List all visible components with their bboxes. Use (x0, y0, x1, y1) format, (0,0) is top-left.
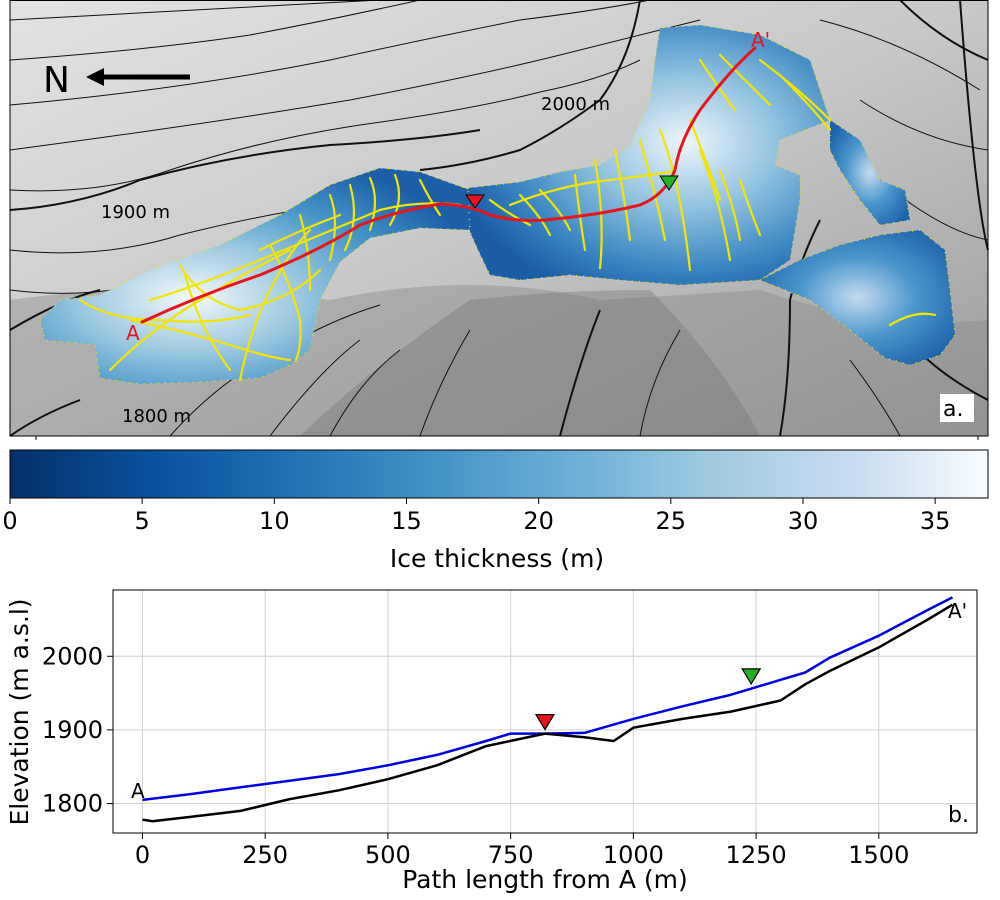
gpr-survey-tracks (78, 53, 937, 382)
panel-label-a: a. (943, 397, 963, 422)
y-axis-label: Elevation (m a.s.l) (5, 598, 34, 825)
ice-upper-lobe (758, 229, 956, 366)
north-label: N (43, 60, 70, 101)
contour-label-1800: 1800 m (122, 406, 191, 427)
plot-markers (534, 668, 762, 731)
plot-frame (112, 589, 978, 834)
y-tick-label: 2000 (42, 642, 103, 670)
colorbar-tick-label: 15 (391, 507, 422, 535)
colorbar-ticks: 0 5 10 15 20 25 30 35 (2, 498, 950, 535)
colorbar-tick-label: 20 (523, 507, 554, 535)
plot-grid (113, 590, 977, 833)
gpr-marker (741, 668, 762, 686)
profile-start-label: A (126, 321, 140, 345)
ice-thickness-map: A A' 2000 m 1900 m 1800 m N a. (9, 0, 989, 440)
x-axis-ticks: 0 250 500 750 1000 1250 1500 (135, 833, 909, 869)
ablation-marker (465, 194, 485, 209)
y-tick-label: 1900 (42, 716, 103, 744)
north-arrow: N (43, 60, 190, 101)
contour-lines (9, 0, 989, 437)
colorbar-tick-label: 0 (2, 507, 17, 535)
ice-surface-line (142, 596, 954, 802)
profile-start-label: A (131, 779, 145, 803)
ice-thickness-colorbar: 0 5 10 15 20 25 30 35 Ice thickness (m) (2, 449, 989, 573)
map-frame (9, 0, 989, 437)
colorbar-tick-label: 35 (920, 507, 951, 535)
x-tick-label: 1500 (848, 841, 909, 869)
x-tick-label: 1250 (726, 841, 787, 869)
colorbar-label: Ice thickness (m) (390, 544, 604, 573)
panel-label-a-box (940, 394, 974, 422)
contour-2000 (419, 0, 641, 171)
x-tick-label: 0 (135, 841, 150, 869)
x-tick-label: 1000 (603, 841, 664, 869)
colorbar-tick-label: 10 (259, 507, 290, 535)
elevation-profile-chart: 0 250 500 750 1000 1250 1500 1800 1900 2000 Path… (5, 589, 978, 894)
gpr-marker (659, 175, 679, 191)
x-axis-label: Path length from A (m) (402, 865, 688, 894)
contour-label-2000: 2000 m (541, 94, 610, 115)
profile-line-a-a-prime (140, 46, 757, 324)
panel-label-b: b. (948, 803, 969, 828)
profile-end-label: A' (948, 599, 967, 623)
colorbar-tick-label: 5 (135, 507, 150, 535)
colorbar-gradient (9, 449, 989, 499)
ablation-marker (534, 713, 556, 731)
bedrock-line (142, 603, 954, 823)
y-axis-ticks: 1800 1900 2000 (42, 642, 113, 818)
x-tick-label: 250 (242, 841, 288, 869)
y-tick-label: 1800 (42, 790, 103, 818)
colorbar-tick-label: 30 (788, 507, 819, 535)
contour-label-1900: 1900 m (101, 202, 170, 223)
plot-series (142, 596, 954, 823)
x-tick-label: 500 (365, 841, 411, 869)
terrain-ridge (300, 290, 760, 436)
ice-side-branch (829, 118, 911, 226)
x-tick-label: 750 (488, 841, 534, 869)
profile-end-label: A' (751, 28, 770, 52)
colorbar-tick-label: 25 (656, 507, 687, 535)
